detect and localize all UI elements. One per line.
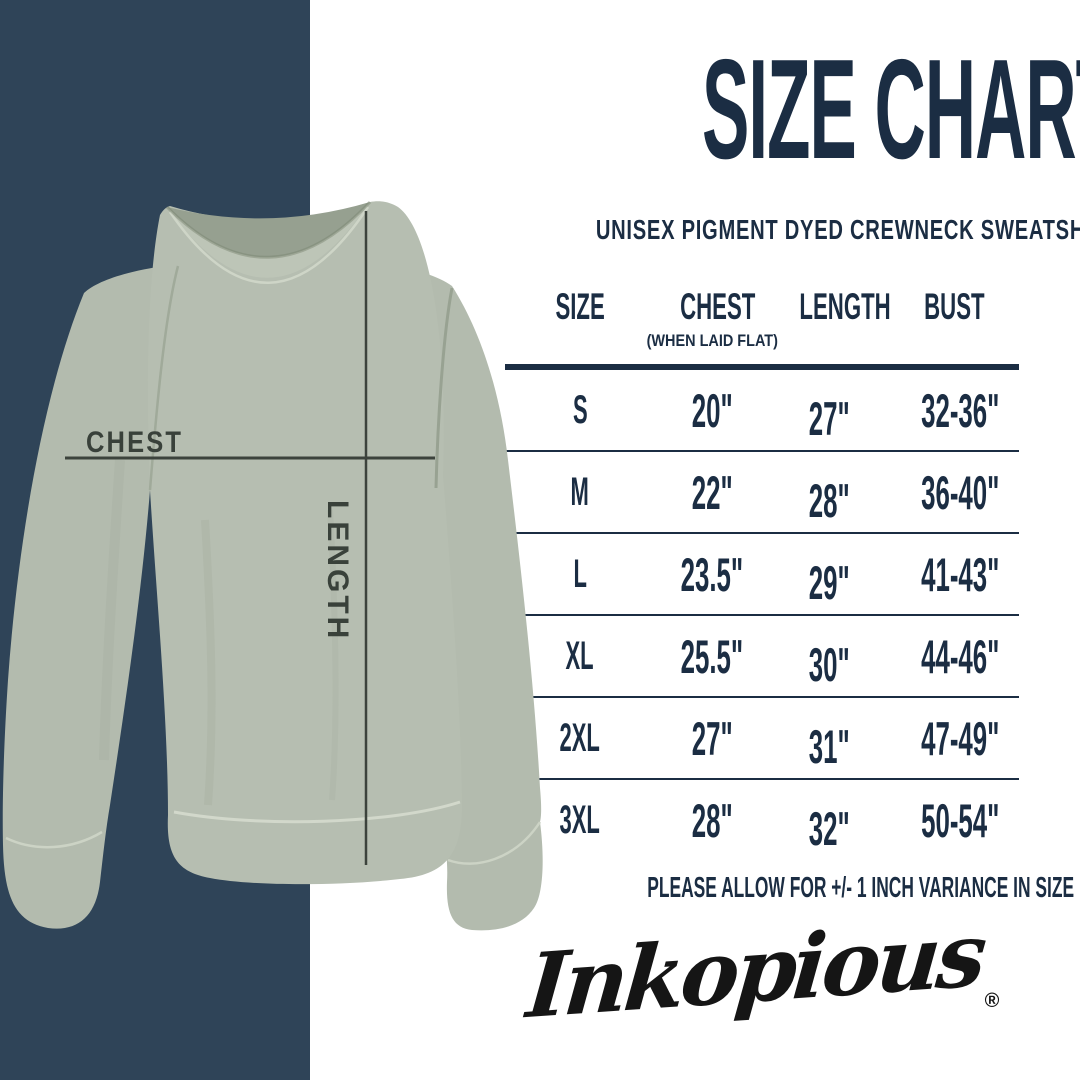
length-measurement-label: LENGTH — [321, 500, 354, 642]
column-header-size: SIZE — [555, 286, 605, 327]
chest-cell: 20" — [691, 383, 733, 437]
table-row-m: M 22" 28" 36-40" — [505, 452, 1019, 534]
registered-trademark-icon: ® — [984, 990, 1000, 1012]
page-subtitle: UNISEX PIGMENT DYED CREWNECK SWEATSHIRT — [595, 214, 1080, 245]
column-header-chest: CHEST — [680, 286, 756, 327]
size-cell: XL — [565, 634, 595, 678]
bust-cell: 50-54" — [921, 793, 1000, 847]
chest-cell: 28" — [691, 793, 733, 847]
brand-logo-text: Inkopious — [522, 901, 987, 1039]
page-title-wrap: SIZE CHART — [494, 37, 1080, 183]
table-row-2xl: 2XL 27" 31" 47-49" — [505, 698, 1019, 780]
size-cell: 2XL — [559, 716, 601, 760]
size-cell: 3XL — [559, 798, 601, 842]
bust-cell: 41-43" — [921, 547, 1000, 601]
length-cell: 27" — [808, 391, 850, 445]
page-title: SIZE CHART — [702, 30, 1080, 189]
size-cell: M — [570, 470, 590, 514]
length-cell: 28" — [808, 473, 850, 527]
bust-cell: 47-49" — [921, 711, 1000, 765]
table-row-xl: XL 25.5" 30" 44-46" — [505, 616, 1019, 698]
brand-logo: Inkopious® — [505, 902, 1019, 1039]
column-header-bust: BUST — [923, 286, 985, 327]
right-sleeve-seam — [434, 287, 454, 489]
size-table-header: SIZE CHEST LENGTH BUST — [505, 288, 1019, 325]
column-header-length: LENGTH — [799, 286, 891, 327]
table-row-s: S 20" 27" 32-36" — [505, 370, 1019, 452]
bust-cell: 36-40" — [921, 465, 1000, 519]
chest-cell: 22" — [691, 465, 733, 519]
table-header-divider — [505, 364, 1019, 370]
length-cell: 31" — [808, 719, 850, 773]
length-cell: 30" — [808, 637, 850, 691]
bust-cell: 44-46" — [921, 629, 1000, 683]
length-cell: 29" — [808, 555, 850, 609]
size-cell: S — [572, 388, 588, 432]
table-row-l: L 23.5" 29" 41-43" — [505, 534, 1019, 616]
chest-cell: 27" — [691, 711, 733, 765]
chest-measured-flat-note: (WHEN LAID FLAT) — [646, 331, 778, 350]
chest-cell: 25.5" — [680, 629, 744, 683]
variance-note: PLEASE ALLOW FOR +/- 1 INCH VARIANCE IN … — [647, 872, 1075, 904]
chest-measurement-label: CHEST — [86, 426, 184, 459]
table-row-3xl: 3XL 28" 32" 50-54" — [505, 780, 1019, 860]
size-cell: L — [573, 552, 587, 596]
chest-cell: 23.5" — [680, 547, 744, 601]
page-subtitle-wrap: UNISEX PIGMENT DYED CREWNECK SWEATSHIRT — [494, 214, 1080, 246]
navy-side-panel — [0, 0, 310, 1080]
length-cell: 32" — [808, 801, 850, 855]
bust-cell: 32-36" — [921, 383, 1000, 437]
size-table-rows: S 20" 27" 32-36" M 22" 28" 36-40" L 23.5… — [505, 370, 1019, 860]
